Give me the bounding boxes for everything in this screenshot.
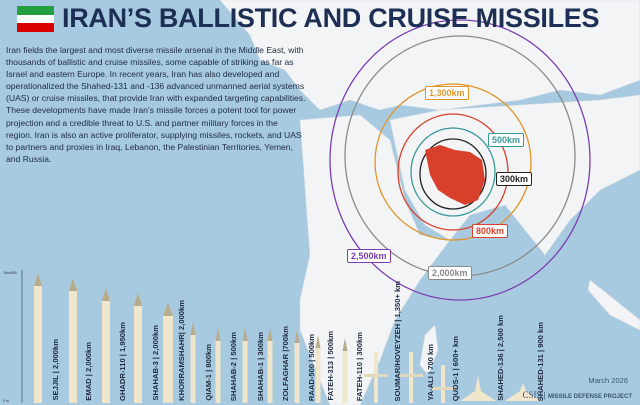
- missile-9: [294, 330, 300, 403]
- missile-16: [505, 383, 541, 401]
- missile-label: SHAHAB-2 | 500km: [229, 331, 238, 401]
- intro-text: Iran fields the largest and most diverse…: [6, 45, 306, 164]
- range-label-1300: 1,300km: [425, 86, 469, 100]
- range-ring-1300: [374, 83, 532, 241]
- missile-label: RAAD-500 | 500km: [307, 333, 316, 401]
- iran-territory: [425, 145, 485, 205]
- missile-12: [364, 352, 388, 403]
- missile-15: [460, 375, 496, 401]
- date: March 2026: [588, 376, 628, 385]
- missile-label: SHAHED-136 | 2,500 km: [496, 315, 505, 401]
- missile-label: SHAHAB-3 | 2,000km: [151, 325, 160, 401]
- missile-7: [242, 328, 248, 403]
- missile-label: ZOLFAGHAR |700km: [281, 325, 290, 401]
- land-madagascar: [419, 324, 439, 376]
- missile-10: [315, 335, 321, 403]
- page-title: IRAN’S BALLISTIC AND CRUISE MISSILES: [62, 3, 600, 33]
- scale-bottom-label: 0 m: [3, 399, 9, 403]
- missile-4: [163, 303, 173, 403]
- csis-logo: CSIS | MISSILE DEFENSE PROJECT: [522, 390, 632, 400]
- range-ring-300: [419, 138, 487, 210]
- missile-14: [431, 365, 455, 403]
- range-label-300: 300km: [496, 172, 533, 186]
- missile-1: [69, 278, 77, 403]
- missile-label: YA-ALI | 700 km: [426, 344, 435, 401]
- range-label-800: 800km: [472, 224, 509, 238]
- missile-label: SEJJIL | 2,000km: [51, 339, 60, 401]
- missile-11: [342, 338, 348, 403]
- iran-flag: [17, 6, 54, 32]
- missile-label: GHADR-110 | 1,950km: [118, 322, 127, 401]
- missile-0: [34, 273, 42, 403]
- missile-8: [267, 328, 273, 403]
- missile-5: [190, 322, 196, 403]
- missile-label: KHORRAMSHAHR| 2,000km: [177, 300, 186, 401]
- range-ring-2500: [329, 19, 591, 301]
- missile-label: EMAD | 2,000km: [84, 342, 93, 401]
- missile-3: [134, 293, 142, 403]
- scale-top-label: 18m/60ft: [3, 271, 17, 275]
- missile-label: FATEH-313 | 500km: [326, 331, 335, 401]
- range-label-2500: 2,500km: [347, 249, 391, 263]
- range-label-2000: 2,000km: [428, 266, 472, 280]
- missile-6: [215, 328, 221, 403]
- range-label-500: 500km: [488, 133, 525, 147]
- missile-2: [102, 288, 110, 403]
- missile-label: SHAHAB-1 | 300km: [256, 331, 265, 401]
- range-ring-500: [410, 127, 496, 217]
- missile-label: QUDS-1 | 600+ km: [451, 335, 460, 401]
- missile-label: SOUMAR/HOVEYZEH | 1,350+ km: [393, 280, 402, 402]
- missile-13: [399, 352, 423, 403]
- land-indonesia: [587, 279, 640, 331]
- missile-label: FATEH-110 | 300km: [355, 331, 364, 401]
- missile-label: QIAM-1 | 800km: [204, 344, 213, 401]
